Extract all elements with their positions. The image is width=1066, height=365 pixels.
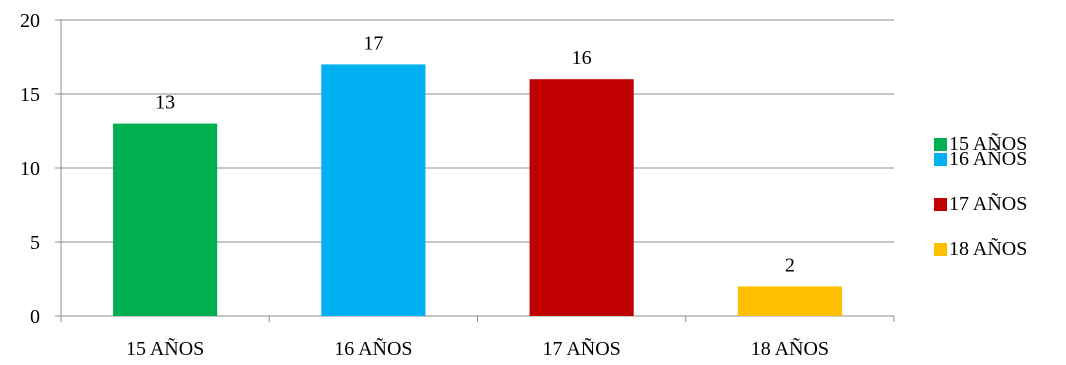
bar (113, 123, 218, 316)
legend-item: 17 AÑOS (934, 193, 1027, 216)
x-tick-label: 17 AÑOS (542, 336, 620, 360)
data-label: 16 (572, 47, 592, 69)
x-tick-label: 16 AÑOS (334, 336, 412, 360)
x-tick-label: 15 AÑOS (126, 336, 204, 360)
legend-label: 18 AÑOS (949, 238, 1028, 260)
legend-item: 15 AÑOS (934, 133, 1027, 156)
data-label: 17 (363, 32, 383, 54)
legend-swatch (934, 243, 947, 256)
legend-item: 16 AÑOS (934, 148, 1027, 171)
bar (737, 286, 842, 316)
y-tick-label: 20 (20, 10, 40, 32)
legend-item: 18 AÑOS (934, 238, 1027, 261)
x-tick-label: 18 AÑOS (751, 336, 829, 360)
y-tick-label: 15 (20, 84, 40, 106)
y-tick-label: 0 (30, 306, 40, 328)
data-label: 13 (155, 92, 175, 114)
y-tick-label: 10 (20, 158, 40, 180)
legend-swatch (934, 138, 947, 151)
legend-label: 16 AÑOS (949, 148, 1028, 170)
bar (529, 79, 634, 316)
legend-label: 17 AÑOS (949, 193, 1028, 215)
y-tick-label: 5 (30, 232, 40, 254)
legend-swatch (934, 198, 947, 211)
data-label: 2 (785, 254, 795, 276)
legend-swatch (934, 153, 947, 166)
legend-label: 15 AÑOS (949, 133, 1028, 155)
bar (321, 64, 426, 317)
